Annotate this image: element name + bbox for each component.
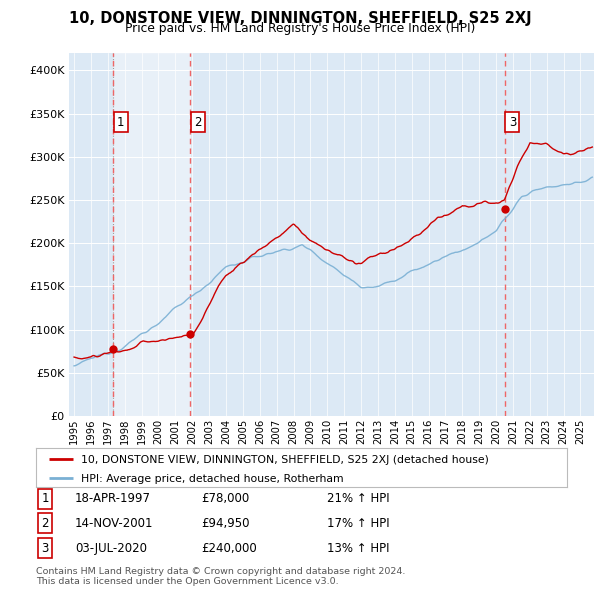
Text: 21% ↑ HPI: 21% ↑ HPI [327, 492, 389, 505]
Text: 03-JUL-2020: 03-JUL-2020 [75, 542, 147, 555]
Text: 1: 1 [117, 116, 124, 129]
Text: £240,000: £240,000 [201, 542, 257, 555]
Text: Price paid vs. HM Land Registry's House Price Index (HPI): Price paid vs. HM Land Registry's House … [125, 22, 475, 35]
Text: 17% ↑ HPI: 17% ↑ HPI [327, 517, 389, 530]
Text: 10, DONSTONE VIEW, DINNINGTON, SHEFFIELD, S25 2XJ (detached house): 10, DONSTONE VIEW, DINNINGTON, SHEFFIELD… [81, 455, 489, 465]
Text: 10, DONSTONE VIEW, DINNINGTON, SHEFFIELD, S25 2XJ: 10, DONSTONE VIEW, DINNINGTON, SHEFFIELD… [68, 11, 532, 25]
Text: 18-APR-1997: 18-APR-1997 [75, 492, 151, 505]
Text: 13% ↑ HPI: 13% ↑ HPI [327, 542, 389, 555]
Text: £78,000: £78,000 [201, 492, 249, 505]
Bar [113, 53, 190, 416]
Text: 2: 2 [41, 517, 49, 530]
Text: 1: 1 [41, 492, 49, 505]
Text: £94,950: £94,950 [201, 517, 250, 530]
Text: 14-NOV-2001: 14-NOV-2001 [75, 517, 154, 530]
Text: HPI: Average price, detached house, Rotherham: HPI: Average price, detached house, Roth… [81, 474, 344, 484]
Text: 3: 3 [41, 542, 49, 555]
Text: 2: 2 [194, 116, 202, 129]
Text: 3: 3 [509, 116, 516, 129]
Text: Contains HM Land Registry data © Crown copyright and database right 2024.
This d: Contains HM Land Registry data © Crown c… [36, 567, 406, 586]
